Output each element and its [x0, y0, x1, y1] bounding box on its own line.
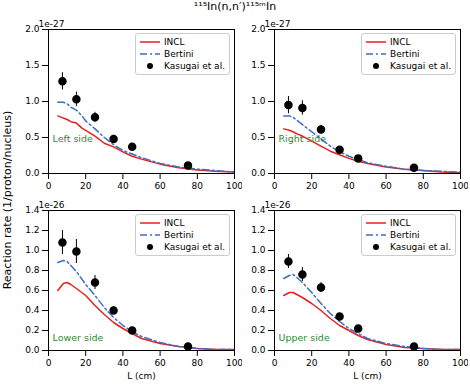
html-text:Bertini: Bertini: [390, 49, 420, 59]
svg-text:1e-27: 1e-27: [265, 19, 291, 29]
svg-text:0.5: 0.5: [251, 132, 265, 142]
svg-text:1.0: 1.0: [25, 96, 40, 106]
svg-text:80: 80: [418, 181, 430, 191]
svg-text:80: 80: [418, 358, 430, 368]
svg-text:0.0: 0.0: [251, 168, 266, 178]
svg-text:0: 0: [272, 181, 278, 191]
svg-text:0.5: 0.5: [25, 132, 39, 142]
html-text:Kasugai et al.: Kasugai et al.: [164, 61, 225, 71]
html-text:Reaction rate (1/proton/nucleu: Reaction rate (1/proton/nucleus): [0, 110, 14, 290]
html-text:Bertini: Bertini: [390, 230, 420, 240]
svg-text:1e-26: 1e-26: [39, 200, 65, 210]
svg-text:0.0: 0.0: [25, 168, 40, 178]
svg-text:0.6: 0.6: [25, 285, 40, 295]
svg-text:20: 20: [306, 181, 318, 191]
html-text:Kasugai et al.: Kasugai et al.: [390, 61, 451, 71]
svg-text:20: 20: [80, 358, 92, 368]
svg-text:60: 60: [154, 181, 166, 191]
svg-text:100: 100: [226, 181, 242, 191]
svg-text:2.0: 2.0: [25, 24, 40, 35]
html-text:INCL: INCL: [164, 218, 185, 228]
svg-text:80: 80: [192, 181, 204, 191]
svg-text:1.5: 1.5: [25, 60, 39, 70]
svg-text:1.2: 1.2: [251, 225, 265, 235]
svg-text:60: 60: [154, 358, 166, 368]
html-text:INCL: INCL: [390, 37, 411, 47]
svg-text:60: 60: [380, 358, 392, 368]
svg-text:1e-27: 1e-27: [39, 19, 65, 29]
svg-text:40: 40: [117, 358, 129, 368]
svg-text:100: 100: [452, 181, 468, 191]
svg-text:100: 100: [226, 358, 242, 368]
svg-text:0.8: 0.8: [251, 265, 266, 275]
svg-text:Left side: Left side: [53, 133, 94, 144]
svg-text:0: 0: [272, 358, 278, 368]
html-text:¹¹⁵In(n,n′)¹¹⁵ᵐIn: ¹¹⁵In(n,n′)¹¹⁵ᵐIn: [193, 0, 277, 13]
svg-text:L (cm): L (cm): [353, 371, 382, 381]
svg-text:100: 100: [452, 358, 468, 368]
svg-text:0: 0: [46, 181, 52, 191]
svg-text:0.2: 0.2: [25, 325, 39, 335]
html-text:Kasugai et al.: Kasugai et al.: [390, 242, 451, 252]
html-text:INCL: INCL: [390, 218, 411, 228]
svg-text:0.4: 0.4: [251, 305, 266, 315]
svg-text:1.5: 1.5: [251, 60, 265, 70]
svg-text:0.2: 0.2: [251, 325, 265, 335]
html-text:Bertini: Bertini: [164, 230, 194, 240]
svg-text:1.0: 1.0: [25, 245, 40, 255]
svg-text:60: 60: [380, 181, 392, 191]
html-text:Bertini: Bertini: [164, 49, 194, 59]
svg-text:1.0: 1.0: [251, 245, 266, 255]
svg-text:1e-26: 1e-26: [265, 200, 291, 210]
svg-text:0.6: 0.6: [251, 285, 266, 295]
svg-text:40: 40: [343, 358, 355, 368]
svg-text:0.0: 0.0: [25, 345, 40, 355]
svg-text:20: 20: [306, 358, 318, 368]
svg-text:0: 0: [46, 358, 52, 368]
svg-text:80: 80: [192, 358, 204, 368]
svg-text:Upper side: Upper side: [279, 332, 330, 343]
svg-text:0.0: 0.0: [251, 345, 266, 355]
svg-text:Lower side: Lower side: [53, 332, 104, 343]
html-text:Kasugai et al.: Kasugai et al.: [164, 242, 225, 252]
svg-text:L (cm): L (cm): [127, 371, 156, 381]
svg-text:0.4: 0.4: [25, 305, 40, 315]
svg-text:20: 20: [80, 181, 92, 191]
html-text:INCL: INCL: [164, 37, 185, 47]
svg-text:40: 40: [117, 181, 129, 191]
svg-text:1.2: 1.2: [25, 225, 39, 235]
svg-text:40: 40: [343, 181, 355, 191]
svg-text:1.4: 1.4: [25, 205, 40, 216]
svg-text:Right side: Right side: [279, 133, 327, 144]
svg-text:1.0: 1.0: [251, 96, 266, 106]
svg-text:2.0: 2.0: [251, 24, 266, 35]
svg-text:1.4: 1.4: [251, 205, 266, 216]
svg-text:0.8: 0.8: [25, 265, 40, 275]
